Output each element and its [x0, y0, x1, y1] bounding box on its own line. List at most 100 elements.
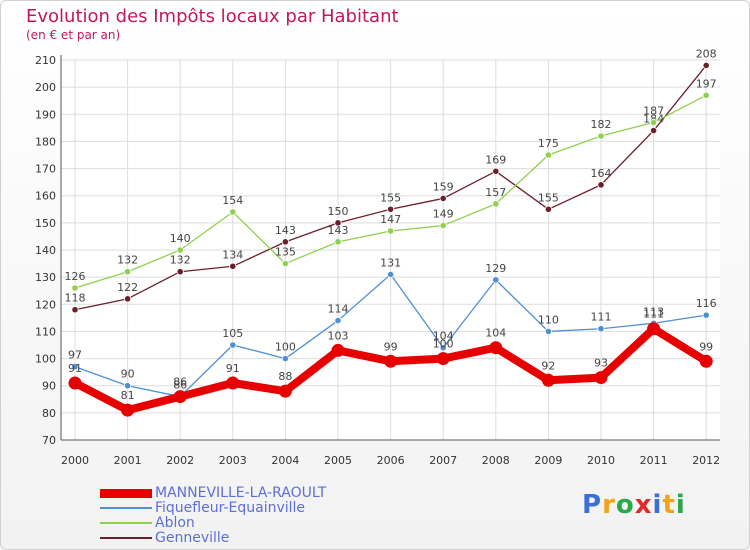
- data-point: [229, 262, 237, 270]
- legend-item-fiquefleur: Fiquefleur-Equainville: [100, 501, 326, 516]
- data-label: 103: [328, 329, 349, 342]
- data-label: 155: [538, 191, 559, 204]
- data-label: 131: [380, 256, 401, 269]
- data-label: 114: [328, 303, 349, 316]
- x-tick-label: 2006: [377, 454, 405, 467]
- data-label: 91: [226, 362, 240, 375]
- x-tick-label: 2000: [61, 454, 89, 467]
- legend-item-manneville: MANNEVILLE-LA-RAOULT: [100, 486, 326, 501]
- data-point: [702, 91, 710, 99]
- data-label: 159: [433, 180, 454, 193]
- data-point: [386, 227, 395, 235]
- data-point: [492, 200, 500, 208]
- data-label: 100: [275, 341, 296, 354]
- data-label: 208: [696, 47, 717, 60]
- data-label: 143: [328, 224, 349, 237]
- legend-label-manneville: MANNEVILLE-LA-RAOULT: [155, 485, 327, 501]
- data-point: [544, 205, 553, 213]
- y-tick-label: 180: [35, 135, 56, 148]
- data-point: [699, 354, 713, 368]
- legend-item-genneville: Genneville: [100, 531, 326, 546]
- data-point: [492, 167, 500, 175]
- legend-swatch-fiquefleur: [100, 507, 152, 509]
- data-label: 154: [222, 194, 243, 207]
- data-point: [334, 219, 342, 227]
- x-tick-label: 2011: [640, 454, 668, 467]
- legend-item-ablon: Ablon: [100, 516, 326, 531]
- x-tick-label: 2008: [482, 454, 510, 467]
- data-point: [702, 311, 710, 319]
- data-label: 164: [591, 167, 612, 180]
- data-label: 135: [275, 246, 296, 259]
- data-point: [439, 344, 447, 352]
- data-label: 122: [117, 281, 138, 294]
- data-point: [281, 354, 289, 363]
- data-point: [436, 352, 450, 366]
- data-point: [71, 306, 79, 314]
- y-tick-label: 90: [42, 380, 56, 393]
- data-label: 132: [117, 254, 138, 267]
- y-tick-label: 130: [35, 271, 56, 284]
- data-point: [229, 341, 237, 349]
- data-label: 149: [433, 208, 454, 221]
- data-label: 93: [594, 357, 608, 370]
- data-label: 86: [173, 379, 187, 392]
- data-point: [71, 363, 79, 371]
- data-label: 113: [643, 305, 664, 318]
- logo-letter: o: [615, 490, 635, 520]
- data-label: 100: [433, 338, 454, 351]
- data-point: [439, 221, 447, 230]
- chart-title: Evolution des Impôts locaux par Habitant: [26, 6, 399, 27]
- data-label: 111: [643, 308, 664, 321]
- y-tick-label: 80: [42, 407, 56, 420]
- proxiti-logo: Proxiti: [582, 490, 686, 520]
- data-label: 129: [485, 262, 506, 275]
- data-point: [594, 371, 608, 385]
- data-point: [597, 325, 605, 333]
- data-label: 90: [121, 368, 135, 381]
- legend-label-ablon: Ablon: [155, 515, 195, 531]
- logo-letter: i: [675, 490, 686, 520]
- data-label: 86: [173, 376, 187, 389]
- data-point: [278, 384, 292, 398]
- data-label: 91: [68, 362, 82, 375]
- data-label: 175: [538, 137, 559, 150]
- data-label: 110: [538, 313, 559, 326]
- legend-label-fiquefleur: Fiquefleur-Equainville: [155, 500, 306, 516]
- data-label: 150: [328, 205, 349, 218]
- data-label: 104: [433, 330, 454, 343]
- data-label: 104: [485, 327, 506, 340]
- data-point: [597, 132, 605, 140]
- data-label: 147: [380, 213, 401, 226]
- data-point: [439, 194, 447, 203]
- data-point: [229, 208, 237, 216]
- data-point: [544, 327, 553, 336]
- data-label: 81: [121, 389, 135, 402]
- data-point: [544, 151, 553, 159]
- logo-letter: t: [662, 490, 676, 520]
- data-label: 197: [696, 77, 717, 90]
- data-label: 155: [380, 191, 401, 204]
- data-label: 140: [170, 232, 191, 245]
- y-tick-label: 160: [35, 190, 56, 203]
- y-tick-label: 190: [35, 108, 56, 121]
- x-tick-label: 2010: [587, 454, 615, 467]
- y-tick-label: 170: [35, 163, 56, 176]
- x-tick-label: 2005: [324, 454, 352, 467]
- data-point: [124, 268, 132, 276]
- data-label: 99: [384, 340, 398, 353]
- data-label: 134: [222, 248, 243, 261]
- data-point: [489, 341, 503, 355]
- data-point: [334, 238, 342, 246]
- logo-letter: x: [634, 490, 653, 520]
- x-tick-label: 2004: [271, 454, 299, 467]
- data-point: [541, 373, 555, 387]
- x-tick-label: 2007: [429, 454, 457, 467]
- data-point: [386, 270, 395, 279]
- data-point: [121, 403, 135, 417]
- data-point: [281, 238, 289, 246]
- data-label: 143: [275, 224, 296, 237]
- data-label: 182: [591, 118, 612, 131]
- data-point: [597, 181, 605, 189]
